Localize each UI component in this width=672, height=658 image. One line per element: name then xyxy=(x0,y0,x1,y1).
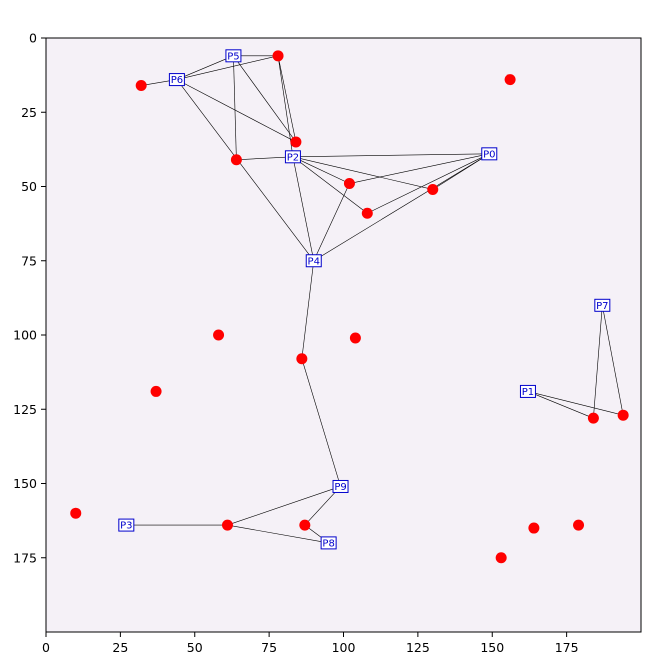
x-tick-label: 150 xyxy=(480,640,504,655)
edge-P2-P4 xyxy=(292,156,315,261)
x-axis: 0 25 50 75 100 125 150 175 xyxy=(42,632,579,655)
x-tick-label: 75 xyxy=(261,640,277,655)
node-p9: P9 xyxy=(332,479,349,493)
data-point xyxy=(427,183,439,195)
data-point xyxy=(587,412,599,424)
node-label: P8 xyxy=(322,539,334,550)
node-box xyxy=(168,73,185,87)
data-point xyxy=(617,409,629,421)
x-tick-label: 25 xyxy=(112,640,128,655)
node-box xyxy=(481,147,498,161)
data-point xyxy=(528,522,540,534)
data-point xyxy=(349,332,361,344)
data-point xyxy=(272,50,284,62)
edge-P6-d xyxy=(176,79,297,143)
edge-p-P8 xyxy=(227,524,329,544)
y-tick-label: 50 xyxy=(21,179,37,194)
node-label: P2 xyxy=(287,152,299,163)
y-tick-label: 0 xyxy=(29,31,37,46)
edge-P2-h xyxy=(292,156,368,214)
node-box xyxy=(284,150,301,164)
node-label: P7 xyxy=(596,301,608,312)
edge-P2-P0 xyxy=(292,153,490,158)
node-p8: P8 xyxy=(320,536,337,550)
edge-P0-f xyxy=(349,153,490,184)
node-label: P5 xyxy=(227,51,239,62)
plot-area xyxy=(45,37,642,633)
node-p6: P6 xyxy=(168,73,185,87)
node-p1: P1 xyxy=(519,384,536,398)
edge-P5-d xyxy=(233,55,297,143)
data-point xyxy=(290,136,302,148)
edge-P4-f xyxy=(313,183,350,261)
data-point xyxy=(504,74,516,86)
data-point xyxy=(150,385,162,397)
edge-P7-n xyxy=(602,305,624,416)
edge-P1-m xyxy=(527,391,594,419)
x-tick-label: 0 xyxy=(42,640,50,655)
edge-a-d xyxy=(277,55,297,143)
edge-P2-e xyxy=(236,156,293,161)
node-label: P1 xyxy=(522,387,534,398)
node-box xyxy=(305,254,322,268)
data-point xyxy=(495,552,507,564)
edge-P6-P4 xyxy=(176,79,314,261)
data-point xyxy=(230,154,242,166)
node-label: P3 xyxy=(120,521,132,532)
node-p5: P5 xyxy=(225,49,242,63)
data-point xyxy=(135,80,147,92)
node-p4: P4 xyxy=(305,254,322,268)
edge-P6-a xyxy=(176,55,279,80)
points-layer xyxy=(70,50,629,564)
node-box xyxy=(225,49,242,63)
node-box xyxy=(118,518,135,532)
node-label: P4 xyxy=(308,256,320,267)
node-box xyxy=(519,384,536,398)
edge-P1-n xyxy=(527,391,624,416)
node-label: P6 xyxy=(171,75,183,86)
data-point xyxy=(343,178,355,190)
labeled-nodes-layer: P0 P1 P2 P3 P4 P5 P6 P7 P8 P9 xyxy=(118,49,611,550)
node-p3: P3 xyxy=(118,518,135,532)
edge-P4-k xyxy=(301,260,315,359)
edge-P5-e xyxy=(233,55,237,160)
y-tick-label: 100 xyxy=(13,328,37,343)
x-tick-label: 50 xyxy=(187,640,203,655)
node-p2: P2 xyxy=(284,150,301,164)
data-point xyxy=(296,353,308,365)
y-tick-label: 75 xyxy=(21,253,37,268)
node-box xyxy=(320,536,337,550)
node-label: P9 xyxy=(334,482,346,493)
node-p0: P0 xyxy=(481,147,498,161)
edge-P7-m xyxy=(593,305,603,419)
edge-P5-P6 xyxy=(176,55,234,80)
data-point xyxy=(361,207,373,219)
data-point xyxy=(221,519,233,531)
edge-P2-g xyxy=(292,156,433,190)
data-point xyxy=(299,519,311,531)
y-tick-label: 25 xyxy=(21,105,37,120)
data-point xyxy=(573,519,585,531)
edge-P0-h xyxy=(367,153,490,214)
y-axis: 0 25 50 75 100 125 150 175 xyxy=(13,31,46,565)
y-tick-label: 150 xyxy=(13,476,37,491)
edge-a-P2 xyxy=(277,55,294,157)
node-label: P0 xyxy=(483,149,495,160)
edge-P2-f xyxy=(292,156,350,184)
node-box xyxy=(332,479,349,493)
y-tick-label: 125 xyxy=(13,402,37,417)
node-box xyxy=(594,298,611,312)
edge-P0-P4 xyxy=(313,153,490,262)
x-tick-label: 125 xyxy=(406,640,430,655)
data-point xyxy=(213,329,225,341)
x-tick-label: 175 xyxy=(555,640,579,655)
y-tick-label: 175 xyxy=(13,550,37,565)
edge-k-P9 xyxy=(301,358,341,487)
data-point xyxy=(70,507,82,519)
node-p7: P7 xyxy=(594,298,611,312)
edge-P9-p xyxy=(227,486,341,526)
x-tick-label: 100 xyxy=(332,640,356,655)
